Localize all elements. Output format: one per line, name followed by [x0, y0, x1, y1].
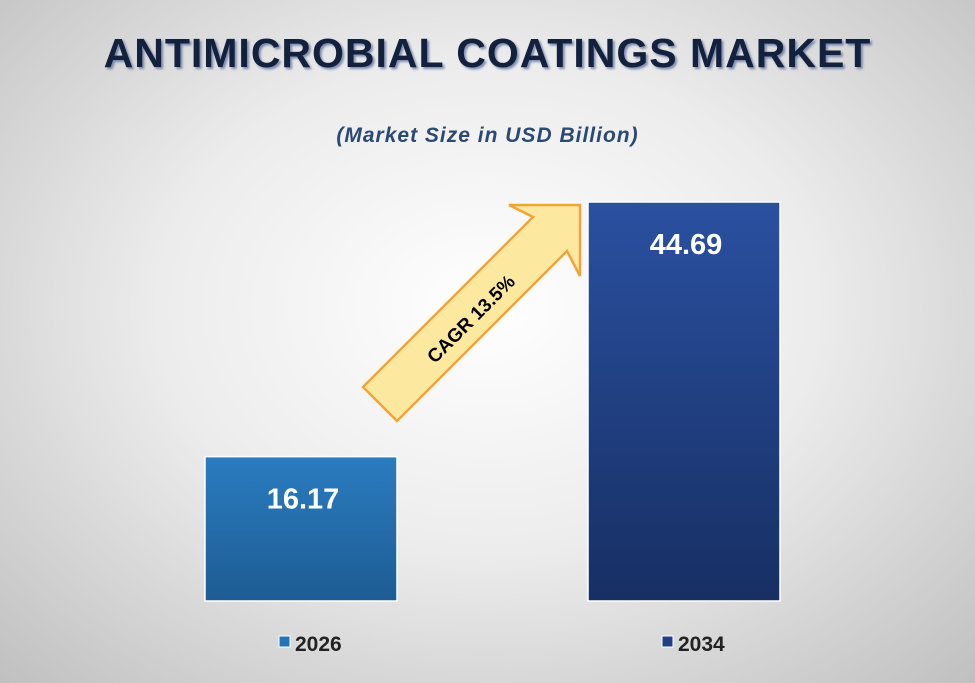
bar-2026 [204, 455, 398, 602]
chart-title: ANTIMICROBIAL COATINGS MARKET [103, 30, 872, 76]
legend-swatch-2034 [661, 635, 674, 648]
bar-value-label-2034: 44.69 [650, 229, 723, 261]
legend-label-2026: 2026 [295, 633, 342, 656]
bar-value-label-2026: 16.17 [267, 484, 340, 516]
cagr-arrow-shape [361, 203, 582, 423]
legend-swatch-2026 [278, 635, 291, 648]
chart-subtitle: (Market Size in USD Billion) [336, 124, 639, 147]
bars-group: 16.17 44.69 [204, 201, 781, 602]
bar-2034 [587, 201, 781, 602]
legend-label-2034: 2034 [678, 633, 725, 656]
legend: 2026 2034 [278, 633, 725, 656]
cagr-arrow: CAGR 13.5% [361, 203, 582, 423]
